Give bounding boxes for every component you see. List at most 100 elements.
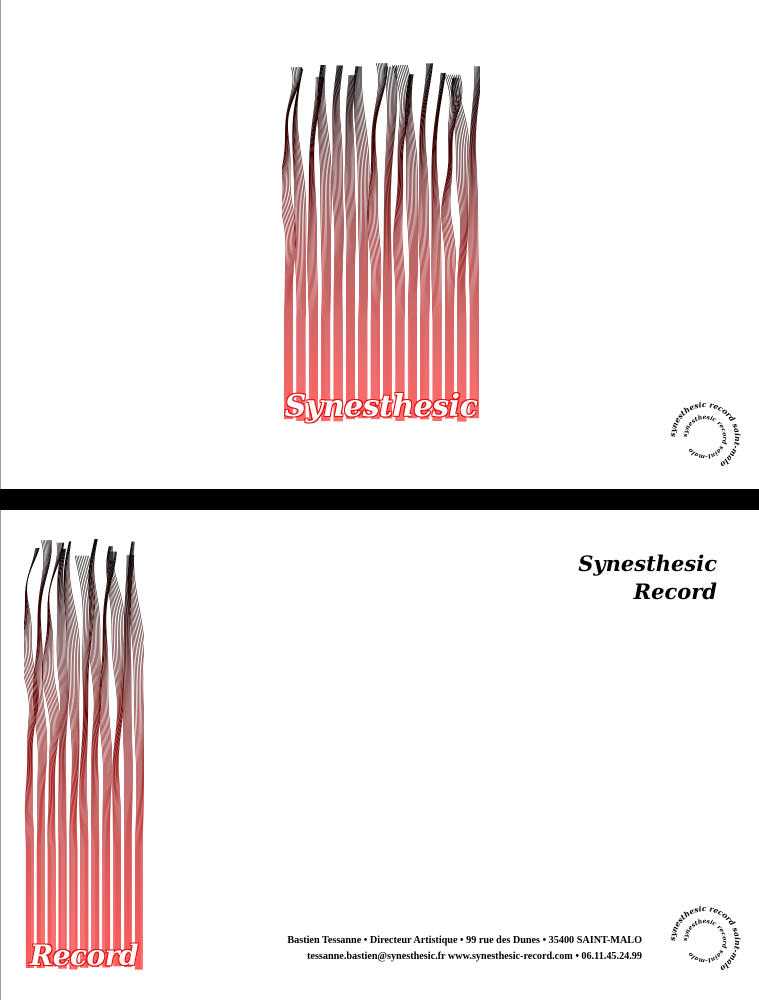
wave-line [127, 555, 132, 968]
wave-line [392, 64, 401, 421]
wave-line [101, 551, 113, 968]
wave-line [385, 66, 391, 419]
wave-line [92, 539, 101, 968]
wave-line [310, 76, 321, 421]
wave-line [123, 555, 129, 968]
wave-line [25, 547, 40, 969]
wave-line [457, 77, 470, 422]
wave-line [65, 541, 77, 970]
artwork-title-synesthesic: Synesthesic [284, 388, 479, 424]
wave-line [469, 66, 477, 419]
wave-line [349, 75, 354, 420]
wave-line [422, 63, 432, 420]
wave-line [106, 546, 118, 967]
wave-line [111, 546, 124, 967]
wave-line [355, 66, 362, 419]
wave-line [128, 541, 139, 970]
wave-line [88, 539, 96, 968]
wave-line [436, 72, 446, 421]
brand-line-1: Synesthesic [578, 551, 717, 576]
wave-line [319, 65, 326, 422]
card-front: Synesthesic synesthesic record saint-mal… [0, 0, 759, 489]
wave-line [472, 66, 480, 419]
wave-line [441, 74, 451, 419]
wave-line [321, 65, 328, 422]
stamp-inner-ring-text: synesthesic record saint-malo [682, 414, 728, 460]
wave-line [104, 551, 115, 968]
wave-line [408, 74, 416, 419]
wave-line [67, 541, 79, 970]
brand-wordmark: Synesthesic Record [578, 550, 717, 606]
wave-line [91, 539, 100, 968]
wave-line [132, 541, 144, 970]
wave-line [312, 76, 324, 421]
wave-line [361, 66, 370, 419]
svg-text:synesthesic record saint-malo: synesthesic record saint-malo [682, 414, 728, 460]
wave-line [348, 75, 353, 420]
wave-line [370, 63, 383, 420]
wave-line [339, 65, 344, 422]
wave-line [470, 66, 478, 419]
wave-line [68, 541, 80, 970]
wave-line [124, 555, 130, 968]
wave-line [447, 74, 460, 419]
wave-line [24, 547, 39, 969]
wave-line [452, 77, 463, 422]
wave-line [40, 540, 52, 969]
wave-line [435, 72, 446, 421]
wave-line [131, 541, 144, 970]
wave-line [286, 67, 302, 420]
wave-line [357, 66, 366, 419]
wave-line [336, 65, 342, 422]
wave-line [125, 555, 131, 968]
wave-line [407, 74, 414, 419]
wave-line [468, 66, 476, 419]
wave-line [133, 541, 144, 970]
wave-line [387, 66, 395, 419]
wave-line [423, 63, 433, 420]
wave-line [308, 76, 318, 421]
wave-line [76, 555, 86, 968]
wave-line [24, 547, 38, 969]
wave-line [122, 555, 128, 968]
wave-line [387, 66, 393, 419]
wave-line [296, 68, 307, 422]
wave-line [293, 68, 304, 422]
wave-line [129, 541, 141, 970]
wave-line [472, 66, 480, 419]
wave-line [409, 74, 417, 419]
wave-line [332, 65, 338, 422]
wave-line [295, 68, 305, 422]
svg-text:synesthesic record saint-malo: synesthesic record saint-malo [668, 904, 742, 973]
wave-line [454, 77, 466, 422]
wave-line [372, 63, 384, 420]
wave-line [384, 66, 390, 419]
wave-line [356, 66, 363, 419]
wave-line [323, 65, 331, 422]
wave-line [418, 63, 427, 420]
wave-line [350, 75, 355, 420]
wave-line [39, 540, 51, 969]
wave-line [309, 76, 319, 421]
wave-line [24, 548, 36, 969]
wave-line [345, 75, 351, 420]
wave-line [33, 540, 46, 969]
stamp-inner-ring-text-back: synesthesic record saint-malo [682, 918, 728, 964]
wave-line [420, 63, 429, 420]
brand-line-2: Record [633, 579, 717, 604]
wave-line [26, 547, 40, 969]
wave-line [63, 541, 73, 970]
wave-line [292, 68, 303, 422]
wave-line [88, 539, 96, 968]
wave-line [471, 66, 479, 419]
wave-line [317, 65, 323, 422]
wave-line [432, 72, 443, 421]
wave-line [26, 547, 40, 969]
wave-line [324, 65, 332, 422]
wave-line [411, 74, 419, 419]
contact-line-2: tessanne.bastien@synesthesic.fr www.syne… [307, 951, 642, 962]
wave-line [58, 548, 64, 969]
wave-line [419, 63, 429, 420]
wave-line [86, 555, 95, 968]
wave-line [434, 72, 445, 421]
